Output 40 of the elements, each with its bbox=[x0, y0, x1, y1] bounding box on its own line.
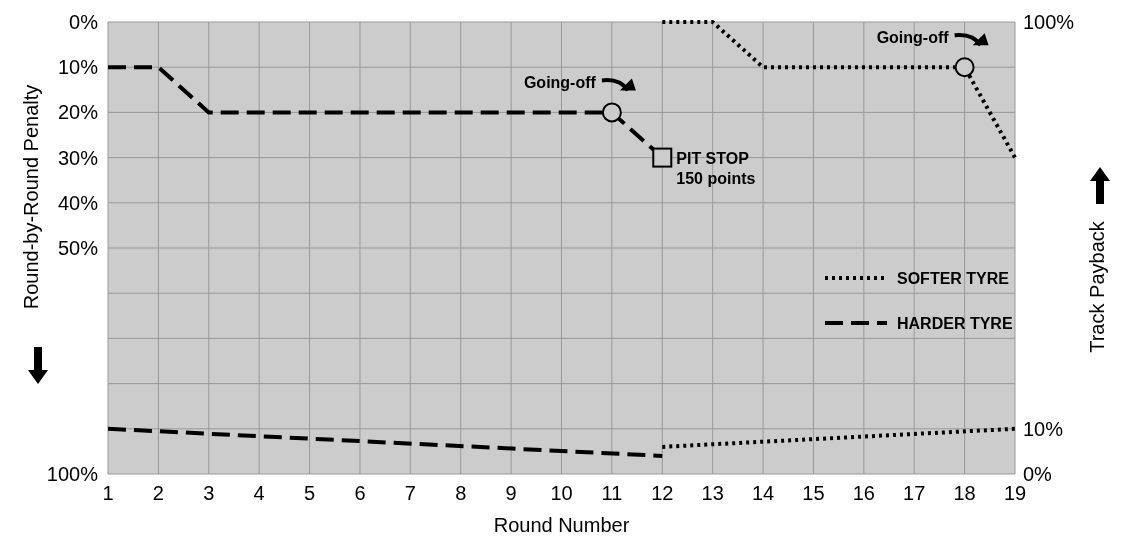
x-axis-title: Round Number bbox=[493, 514, 630, 536]
legend-label: SOFTER TYRE bbox=[897, 270, 1010, 287]
x-tick-label: 8 bbox=[455, 482, 467, 504]
annotation: PIT STOP 150 points bbox=[676, 149, 756, 187]
annotation: Going-off bbox=[523, 74, 597, 92]
y-tick-label: 10% bbox=[57, 56, 99, 79]
y2-tick-label: 0% bbox=[1023, 463, 1053, 485]
y-tick-label: 20% bbox=[57, 101, 99, 124]
x-tick-label: 1 bbox=[102, 482, 114, 504]
x-tick-label: 12 bbox=[651, 482, 674, 504]
point bbox=[601, 102, 622, 123]
y-tick-label: 100% bbox=[46, 463, 99, 485]
x-tick-label: 17 bbox=[903, 482, 926, 504]
point bbox=[652, 147, 673, 168]
y-tick-label: 0% bbox=[69, 11, 99, 33]
x-tick-label: 11 bbox=[601, 482, 623, 504]
x-tick-label: 4 bbox=[253, 482, 265, 504]
y-tick-label: 50% bbox=[57, 237, 99, 259]
y-axis-title: Round-by-Round Penalty bbox=[20, 84, 42, 310]
point bbox=[954, 57, 975, 78]
x-tick-label: 18 bbox=[953, 482, 976, 504]
y2-axis-title: Track Payback bbox=[1086, 220, 1108, 353]
x-tick-label: 6 bbox=[354, 482, 366, 504]
y2-tick-label: 10% bbox=[1023, 417, 1064, 440]
legend-label: HARDER TYRE bbox=[897, 315, 1013, 332]
x-tick-label: 7 bbox=[404, 482, 416, 504]
x-tick-label: 10 bbox=[550, 482, 573, 504]
y-tick-label: 30% bbox=[57, 146, 99, 169]
y2-tick-label: 100% bbox=[1023, 11, 1075, 33]
x-tick-label: 13 bbox=[701, 482, 724, 504]
annotation: Going-off bbox=[876, 29, 950, 47]
x-tick-label: 9 bbox=[505, 482, 517, 504]
x-tick-label: 3 bbox=[203, 482, 215, 504]
y-tick-label: 40% bbox=[57, 191, 99, 214]
x-tick-label: 15 bbox=[802, 482, 825, 504]
x-tick-label: 2 bbox=[152, 482, 164, 504]
x-tick-label: 16 bbox=[852, 482, 875, 504]
x-tick-label: 19 bbox=[1003, 482, 1027, 504]
x-tick-label: 5 bbox=[303, 482, 316, 504]
x-tick-label: 14 bbox=[751, 482, 775, 504]
